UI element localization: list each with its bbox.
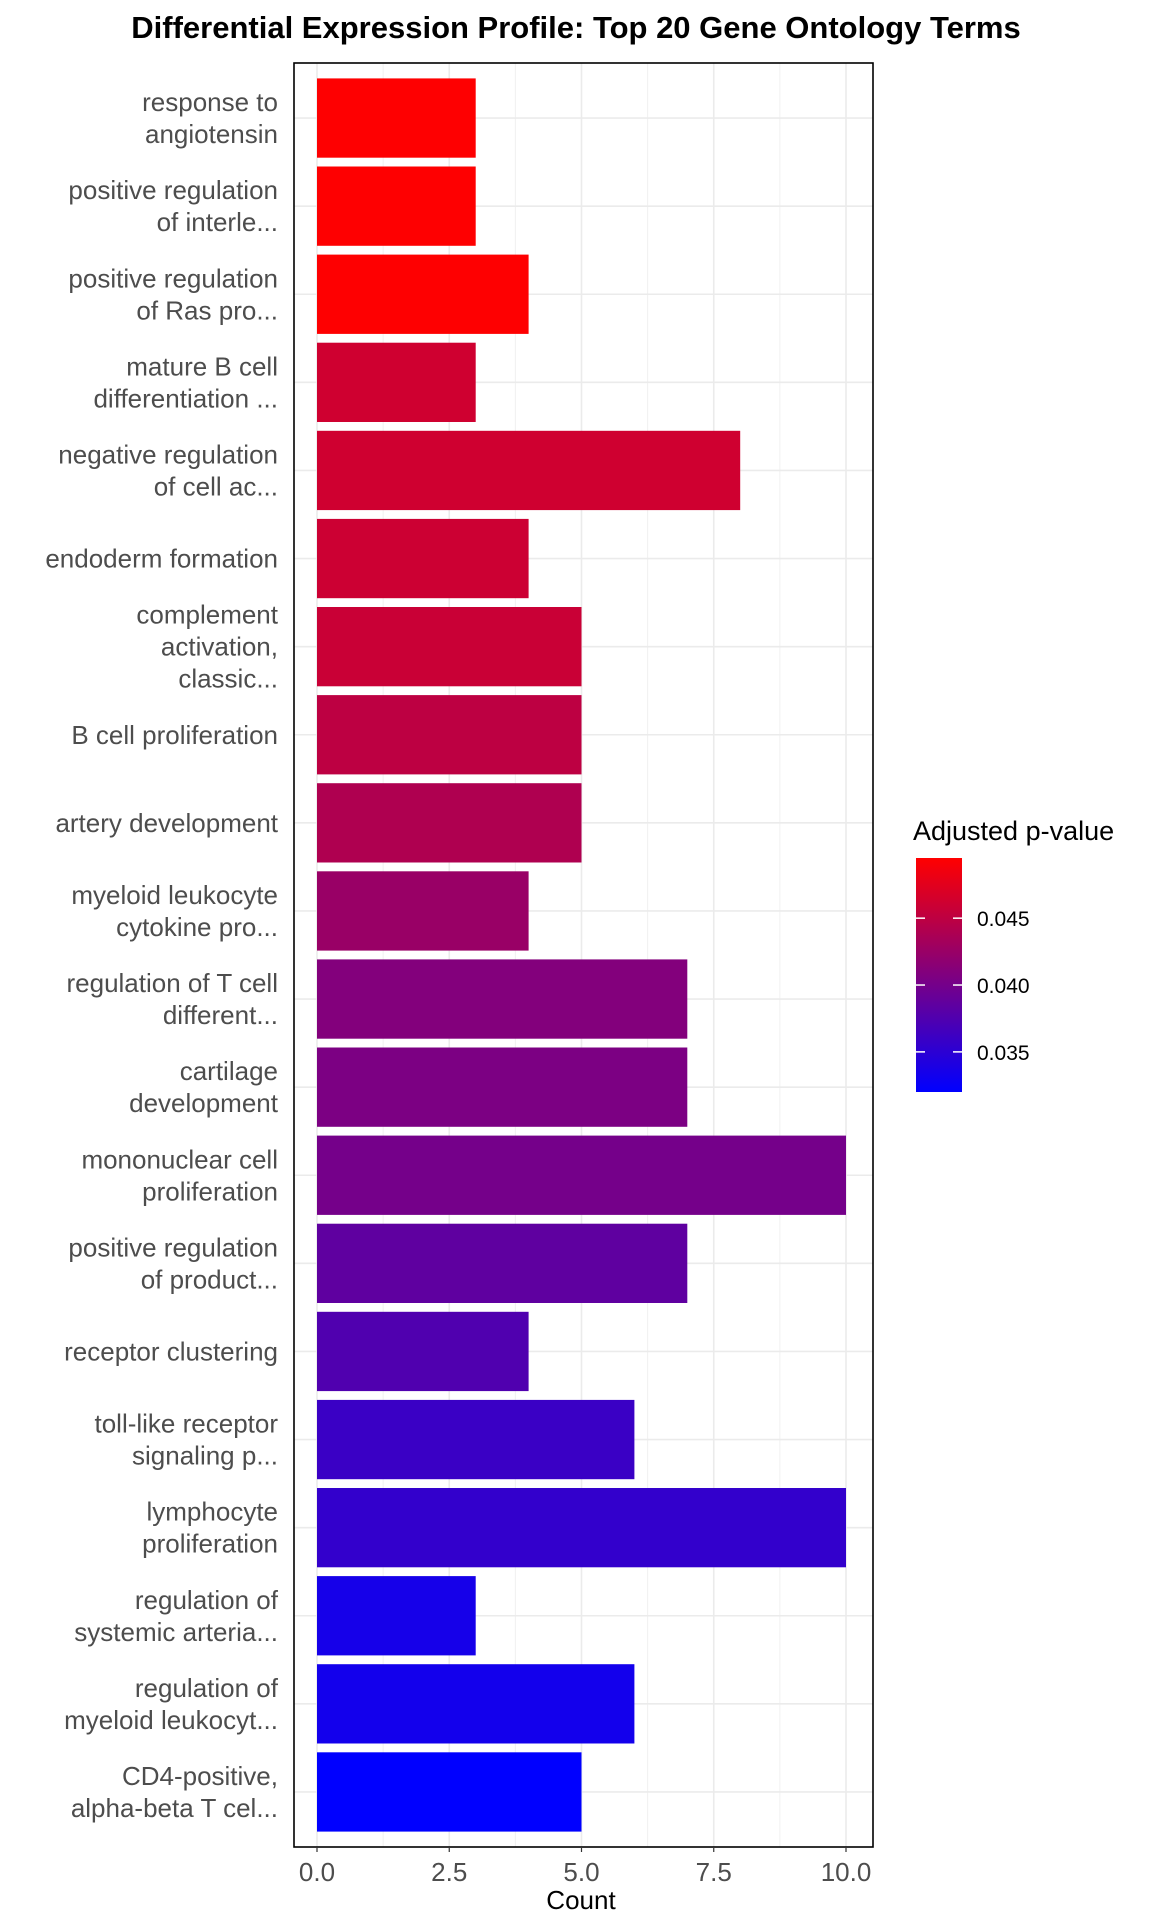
x-tick-label: 2.5 — [431, 1857, 467, 1887]
category-label: myeloid leukocyte cytokine pro... — [71, 880, 278, 942]
bar — [317, 78, 476, 158]
bar — [317, 607, 582, 687]
bar — [317, 342, 476, 422]
category-label: mononuclear cell proliferation — [81, 1144, 278, 1206]
bar — [317, 1576, 476, 1656]
legend-title: Adjusted p-value — [913, 816, 1114, 846]
x-tick-label: 10.0 — [821, 1857, 872, 1887]
bar — [317, 1752, 582, 1832]
panel-border — [293, 62, 874, 1848]
category-label: regulation of myeloid leukocyt... — [64, 1673, 279, 1735]
category-label: endoderm formation — [45, 544, 278, 574]
category-label: receptor clustering — [64, 1336, 278, 1366]
category-label: positive regulation of product... — [68, 1232, 278, 1294]
bar — [317, 871, 529, 951]
bar — [317, 1047, 688, 1127]
bar — [317, 1311, 529, 1392]
category-label: response to angiotensin — [142, 87, 278, 149]
bar — [317, 254, 529, 334]
bar — [317, 783, 582, 863]
category-label: toll-like receptor signaling p... — [94, 1409, 278, 1471]
bar — [317, 430, 741, 511]
bar — [317, 1223, 688, 1303]
bar — [317, 1488, 846, 1568]
bar — [317, 695, 582, 775]
category-label: lymphocyte proliferation — [142, 1497, 278, 1559]
category-label: complement activation, classic... — [136, 600, 278, 694]
legend-tick-label: 0.035 — [977, 1042, 1030, 1065]
bars — [317, 78, 846, 1832]
bar — [317, 518, 529, 599]
x-axis-ticks: 0.0 2.5 5.0 7.5 10.0 — [299, 1847, 871, 1887]
x-tick-label: 0.0 — [299, 1857, 335, 1887]
x-axis-title: Count — [546, 1885, 616, 1915]
x-tick-label: 5.0 — [563, 1857, 599, 1887]
category-label: regulation of systemic arteria... — [74, 1585, 278, 1647]
category-label: negative regulation of cell ac... — [58, 439, 278, 501]
category-label: mature B cell differentiation ... — [93, 351, 278, 413]
legend-colorbar — [916, 858, 962, 1092]
bar — [317, 1399, 635, 1480]
chart-title: Differential Expression Profile: Top 20 … — [131, 10, 1020, 45]
x-tick-label: 7.5 — [696, 1857, 732, 1887]
bar — [317, 959, 688, 1039]
legend-tick-label: 0.045 — [977, 908, 1030, 931]
category-label: B cell proliferation — [71, 720, 278, 750]
category-labels: response to angiotensin positive regulatio… — [45, 87, 278, 1823]
color-legend: Adjusted p-value 0.045 0.040 0.035 — [913, 816, 1114, 1092]
category-label: artery development — [55, 808, 278, 838]
category-label: regulation of T cell different... — [66, 968, 278, 1030]
category-label: cartilage development — [129, 1056, 279, 1118]
bar — [317, 1664, 635, 1744]
category-label: positive regulation of Ras pro... — [68, 263, 278, 325]
bar — [317, 1135, 846, 1215]
category-label: positive regulation of interle... — [68, 175, 278, 237]
legend-tick-label: 0.040 — [977, 975, 1030, 998]
category-label: CD4-positive, alpha-beta T cel... — [71, 1761, 278, 1823]
bar — [317, 166, 476, 246]
legend-ticks: 0.045 0.040 0.035 — [916, 908, 1030, 1065]
